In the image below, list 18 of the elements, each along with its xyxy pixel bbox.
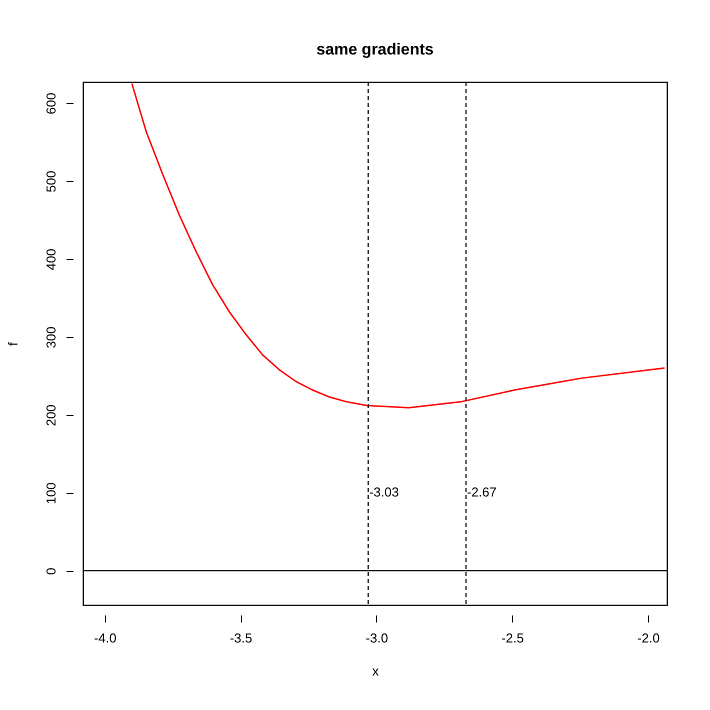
y-axis-title: f [6, 342, 20, 346]
x-axis-title: x [372, 664, 380, 678]
x-tick-label: -2.5 [501, 630, 524, 646]
y-tick-label: 400 [44, 248, 58, 270]
y-tick-label: 200 [44, 404, 58, 426]
y-tick-label: 300 [44, 326, 58, 348]
y-tick-label: 500 [44, 170, 58, 192]
y-tick-label: 0 [44, 568, 58, 575]
y-tick-label: 600 [44, 92, 58, 114]
x-tick-label: -4.0 [94, 630, 116, 646]
x-tick-label: -3.0 [366, 630, 388, 646]
y-tick-label: 100 [44, 482, 58, 504]
x-tick-label: -3.5 [230, 630, 252, 646]
chart-title: same gradients [316, 41, 434, 58]
line-series [131, 82, 666, 409]
ref-line-label: -2.67 [466, 484, 497, 500]
ref-line-label: -3.03 [369, 484, 399, 500]
x-tick-label: -2.0 [637, 630, 660, 646]
